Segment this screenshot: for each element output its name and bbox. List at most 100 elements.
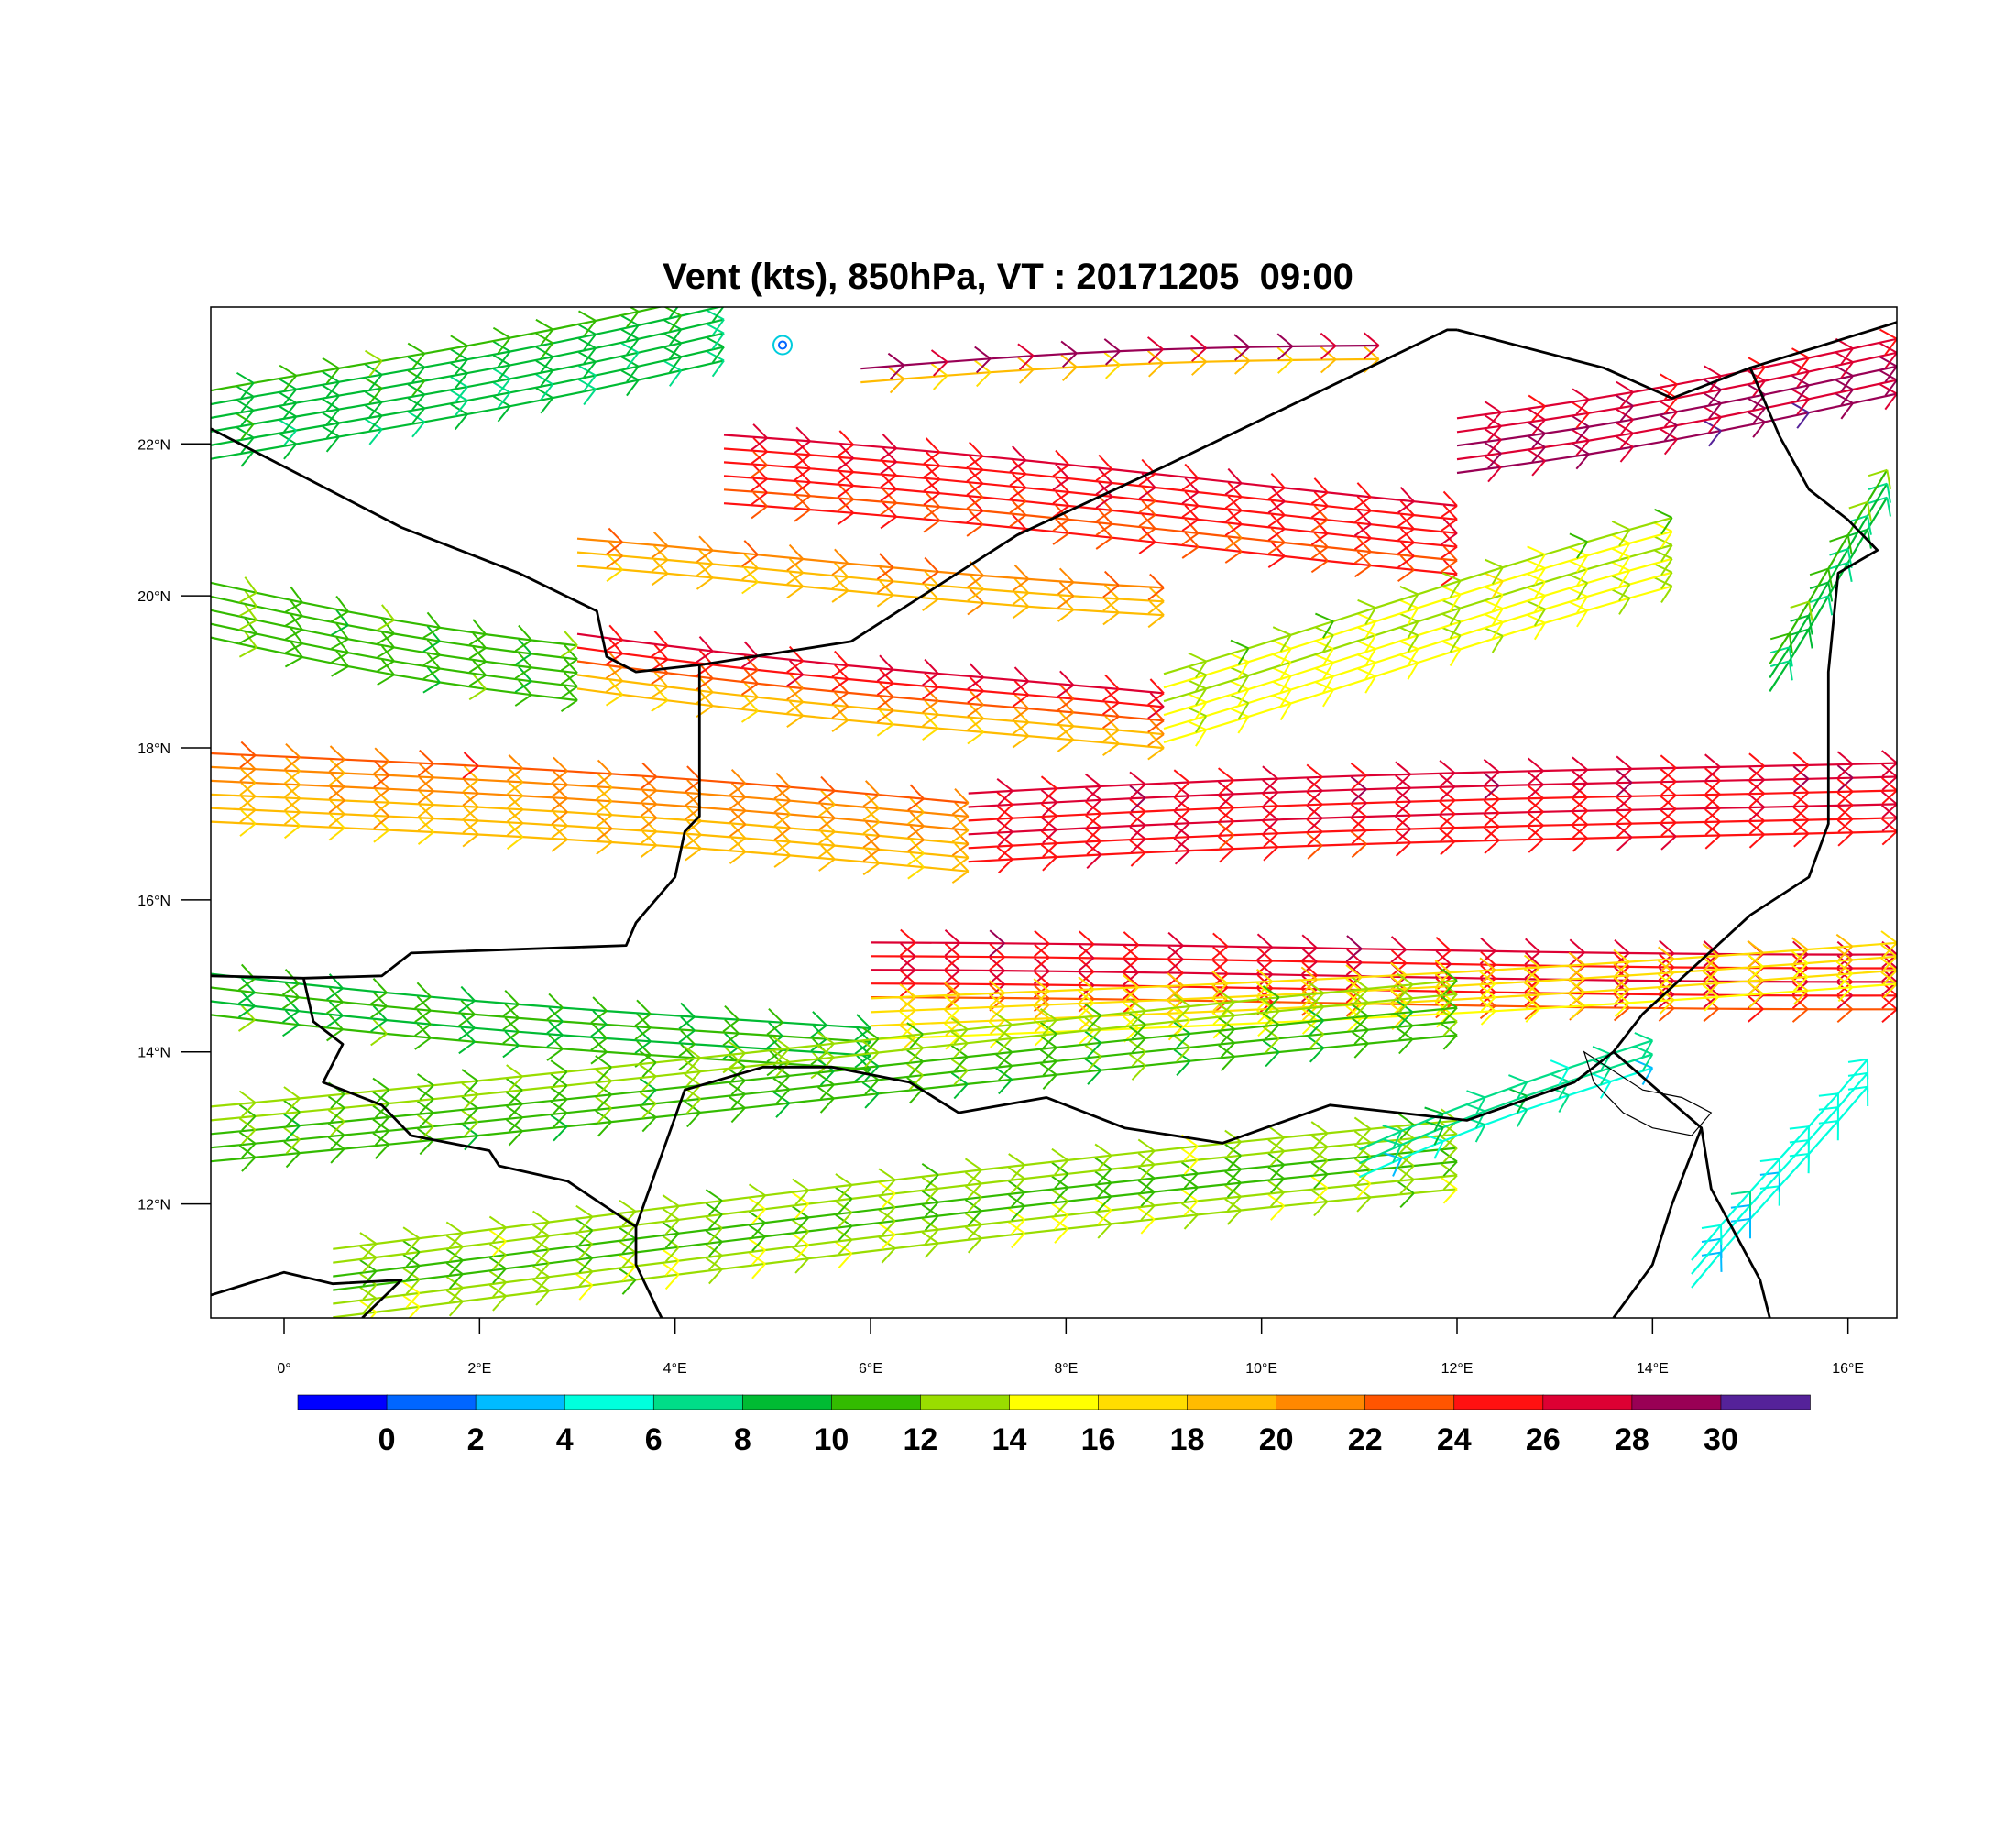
- wind-barb: [506, 808, 524, 837]
- wind-barb: [786, 543, 804, 572]
- wind-barb: [1033, 929, 1050, 958]
- wind-barb: [1272, 694, 1292, 721]
- lon-tick-label: 8°E: [1054, 1361, 1078, 1377]
- lon-tick-label: 16°E: [1832, 1361, 1864, 1377]
- wind-barb: [1390, 936, 1407, 963]
- wind-barb: [967, 690, 984, 718]
- wind-barb: [462, 765, 479, 793]
- wind-barb: [685, 833, 702, 862]
- wind-barb: [817, 1031, 835, 1059]
- wind-barb: [1233, 334, 1250, 361]
- wind-barb: [1747, 939, 1764, 968]
- wind-barb: [1791, 388, 1810, 415]
- wind-barb: [283, 1086, 301, 1114]
- wind-barb: [1835, 351, 1854, 379]
- wind-barb: [831, 576, 849, 603]
- wind-barb: [1835, 392, 1854, 420]
- wind-barb: [1353, 496, 1372, 523]
- wind-barb: [1550, 1059, 1570, 1086]
- wind-barb: [876, 668, 894, 696]
- wind-barb: [1012, 565, 1030, 592]
- wind-barb: [1524, 938, 1541, 966]
- wind-barb: [279, 405, 298, 433]
- wind-barb: [967, 717, 984, 745]
- wind-barb: [284, 613, 303, 641]
- wind-barb: [1527, 600, 1546, 627]
- colorbar-swatch: [386, 1394, 477, 1410]
- wind-barb: [492, 395, 511, 423]
- wind-barb: [1395, 761, 1411, 789]
- wind-barb: [283, 742, 301, 771]
- wind-barb: [751, 477, 768, 506]
- wind-barb: [1879, 328, 1897, 356]
- wind-barb: [1527, 587, 1546, 613]
- wind-barb: [1748, 397, 1766, 424]
- wind-barb: [1272, 653, 1292, 680]
- wind-barb: [1052, 504, 1070, 532]
- streamline: [723, 488, 1458, 562]
- wind-barb: [605, 624, 623, 652]
- streamline: [576, 687, 1165, 750]
- wind-barb: [546, 1034, 564, 1061]
- wind-barb: [1441, 490, 1458, 519]
- colorbar-label: 30: [1704, 1422, 1738, 1457]
- wind-barb: [1008, 1153, 1025, 1180]
- wind-barb: [1397, 527, 1415, 555]
- wind-barb: [923, 451, 941, 478]
- lat-tick-label: 18°N: [137, 741, 170, 757]
- wind-barb: [1009, 487, 1027, 514]
- wind-barb: [1527, 614, 1546, 641]
- wind-barb: [417, 818, 434, 845]
- wind-barb: [1181, 532, 1200, 559]
- wind-barb: [502, 1016, 520, 1045]
- colorbar-swatch: [475, 1394, 565, 1410]
- wind-barb: [331, 622, 349, 650]
- wind-barb: [1569, 532, 1589, 559]
- colorbar-label: 8: [734, 1422, 751, 1457]
- wind-barb: [1759, 1158, 1780, 1179]
- wind-barb: [605, 665, 623, 693]
- wind-barb: [1879, 356, 1897, 383]
- wind-barb: [462, 793, 479, 820]
- wind-barb: [328, 745, 345, 773]
- wind-barb: [944, 982, 961, 1009]
- wind-barb: [1789, 1125, 1810, 1147]
- lat-tick-label: 16°N: [137, 894, 170, 909]
- wind-barb: [854, 1014, 871, 1041]
- wind-barb: [944, 929, 961, 957]
- wind-barb: [1441, 572, 1462, 598]
- wind-barb: [906, 1022, 924, 1049]
- country-borders: [211, 321, 1897, 1318]
- wind-barb: [546, 993, 564, 1021]
- border-line: [1612, 1127, 1704, 1318]
- wind-barb: [1569, 601, 1589, 628]
- wind-barb: [740, 668, 759, 696]
- wind-barb: [741, 567, 759, 595]
- streamline: [870, 982, 1897, 1041]
- wind-barb: [651, 544, 669, 573]
- wind-barb: [1310, 545, 1329, 574]
- colorbar-swatch: [831, 1394, 922, 1410]
- wind-barb: [1616, 380, 1634, 408]
- wind-barb: [506, 781, 524, 809]
- wind-barb: [1660, 754, 1677, 782]
- wind-barb: [468, 673, 487, 701]
- wind-barb: [373, 747, 390, 774]
- wind-barb: [322, 398, 340, 425]
- wind-barb: [1147, 733, 1165, 761]
- wind-barb: [966, 468, 984, 496]
- wind-barb: [1660, 401, 1678, 428]
- streamline: [723, 475, 1458, 548]
- wind-barb: [861, 1026, 880, 1054]
- wind-barb: [1095, 467, 1113, 496]
- wind-barb: [794, 454, 811, 481]
- wind-barb: [596, 814, 613, 841]
- colorbar-label: 14: [992, 1422, 1027, 1457]
- streamline: [211, 332, 725, 433]
- wind-barb: [1095, 481, 1113, 510]
- wind-barb: [1147, 573, 1165, 601]
- wind-barb: [837, 430, 854, 457]
- streamline: [968, 762, 1897, 795]
- wind-barb: [967, 575, 984, 602]
- wind-barb: [492, 354, 511, 381]
